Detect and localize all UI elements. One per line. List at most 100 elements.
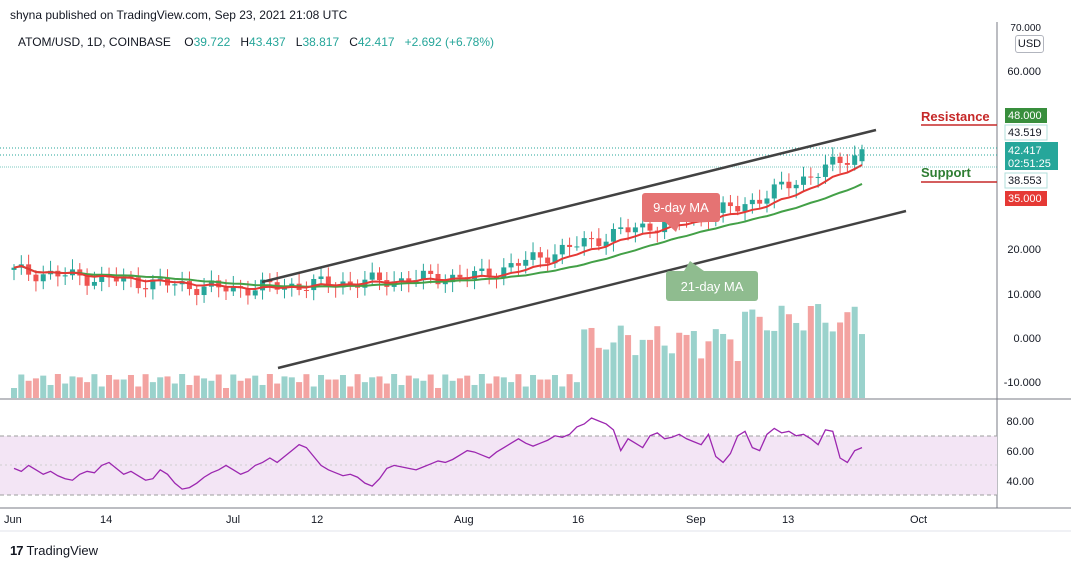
volume-bar (771, 330, 778, 398)
volume-bar (566, 374, 573, 398)
volume-bar (91, 374, 98, 398)
tag-last: 42.417 (1008, 145, 1042, 157)
volume-bar (171, 383, 178, 398)
volume-bar (391, 374, 398, 398)
volume-bar (793, 322, 800, 398)
volume-bar (727, 339, 734, 398)
volume-bar (778, 305, 785, 398)
currency-box[interactable]: USD (1015, 35, 1044, 53)
volume-bar (106, 374, 113, 398)
candle-body (596, 238, 602, 247)
volume-bar (442, 374, 449, 398)
candle-body (369, 272, 375, 280)
candle-body (735, 206, 741, 212)
volume-bar (274, 383, 281, 398)
low-value: 38.817 (302, 35, 340, 49)
channel-upper (261, 128, 877, 284)
price-tick-neg10: -10.000 (1004, 377, 1041, 389)
volume-bar (464, 375, 471, 398)
ma9-label: 9-day MA (653, 200, 709, 215)
candle-body (749, 199, 755, 205)
tag-countdown: 02:51:25 (1008, 158, 1051, 170)
volume-bar (668, 353, 675, 398)
top-bar: shyna published on TradingView.com, Sep … (0, 0, 1071, 28)
volume-bar (478, 374, 485, 398)
tag-resistance-bg (1005, 108, 1047, 123)
candle-body (303, 289, 309, 291)
candle-body (398, 278, 404, 282)
volume-bar (763, 330, 770, 398)
candle-body (486, 268, 492, 278)
time-axis: Jun 14 Jul 12 Aug 16 Sep 13 Oct (4, 514, 927, 526)
volume-bar (318, 374, 325, 398)
volume-bar (551, 375, 558, 398)
volume-bar (603, 349, 610, 398)
candle-body (559, 244, 565, 255)
candle-body (508, 263, 514, 268)
channel-lower (277, 209, 907, 370)
symbol-label[interactable]: ATOM/USD, 1D, COINBASE (18, 35, 171, 49)
volume-bar (471, 384, 478, 398)
volume-bar (32, 378, 39, 398)
volume-bar (186, 385, 193, 398)
volume-bar (654, 326, 661, 398)
candle-body (632, 227, 638, 233)
tag-support: 35.000 (1008, 193, 1042, 205)
candle-body (420, 270, 426, 281)
candle-body (801, 176, 807, 185)
candle-body (581, 238, 587, 247)
volume-bar (193, 375, 200, 398)
volume-bar (449, 380, 456, 398)
change-value: +2.692 (+6.78%) (404, 35, 494, 49)
candle-body (537, 252, 543, 258)
candle-body (91, 281, 97, 286)
rsi-polyline (13, 417, 863, 490)
volume-bar (639, 339, 646, 398)
price-tick-70: 70.000 (1010, 23, 1041, 34)
volume-bar (11, 388, 17, 398)
candle-body (771, 184, 777, 199)
volume-bar (625, 335, 632, 398)
volume-bar (347, 386, 354, 398)
candle-body (589, 238, 595, 240)
volume-bar (537, 379, 544, 398)
price-tick-60: 60.000 (1007, 66, 1041, 78)
volume-bar (149, 382, 156, 398)
volume-bar (815, 304, 822, 398)
tag-support-bg (1005, 191, 1047, 206)
footer: 17 TradingView (10, 543, 98, 558)
resistance-label: Resistance (921, 109, 990, 124)
ma9-callout: 9-day MA (642, 193, 720, 232)
candle-body (223, 287, 229, 292)
ma21-line (13, 183, 863, 288)
time-tick-12: 12 (311, 514, 323, 526)
high-value: 43.437 (249, 35, 286, 49)
volume-bar (851, 306, 858, 398)
candle-body (99, 273, 105, 282)
candle-body (121, 276, 127, 282)
volume-bar (676, 332, 683, 398)
tradingview-logo-icon[interactable]: 17 (10, 543, 24, 558)
volume-bar (259, 384, 266, 398)
candle-body (501, 267, 507, 279)
volume-bar (530, 374, 537, 398)
volume-bar (201, 378, 208, 398)
ticker-line: ATOM/USD, 1D, COINBASE O39.722 H43.437 L… (18, 35, 494, 49)
volume-bar (376, 376, 383, 398)
low-label: L (295, 35, 303, 49)
price-tick-10: 10.000 (1007, 289, 1041, 301)
candle-body (186, 281, 192, 290)
candle-body (230, 286, 236, 292)
candle-body (201, 286, 207, 296)
volume-bar (230, 374, 237, 398)
candle-body (830, 156, 836, 165)
volume-bar (164, 376, 171, 398)
volume-bar (237, 380, 244, 398)
volume-bar (807, 306, 814, 398)
candle-body (574, 246, 580, 248)
volume-bar (296, 382, 303, 398)
volume-bar (712, 329, 719, 398)
footer-brand[interactable]: TradingView (26, 543, 99, 558)
volume-bar (742, 311, 749, 398)
